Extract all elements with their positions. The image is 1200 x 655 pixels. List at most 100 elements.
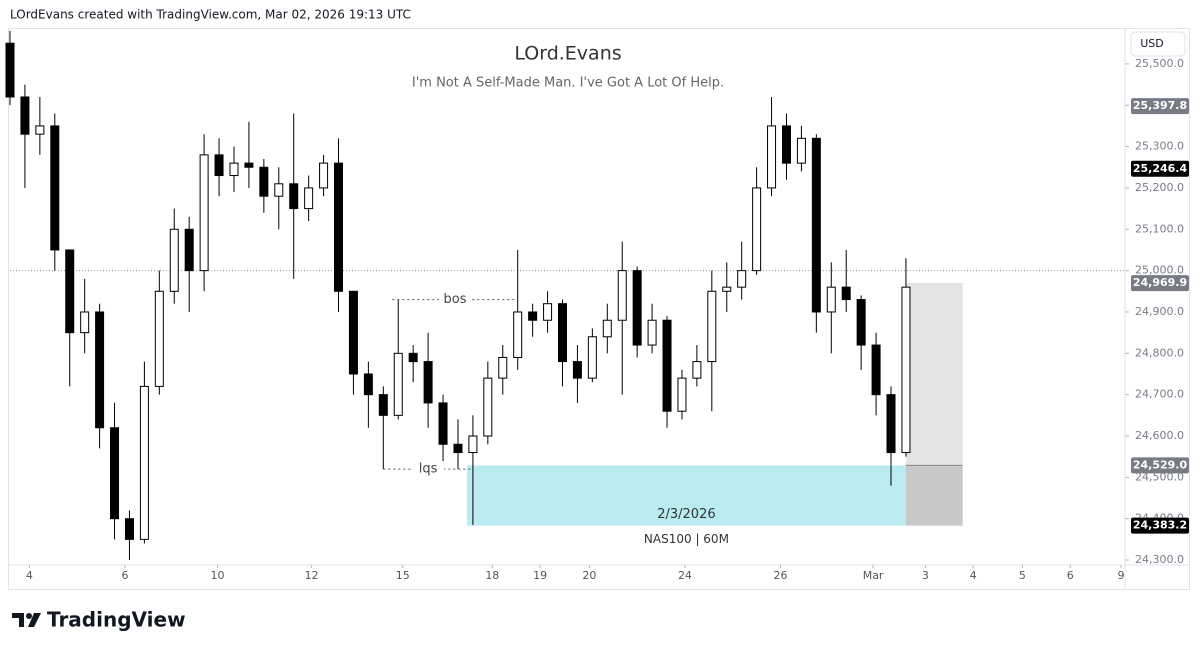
brand-logo: [12, 613, 41, 627]
candle-body: [722, 286, 732, 292]
price-label: 24,529.0: [1133, 458, 1188, 471]
candle-body: [438, 402, 448, 445]
candle-body: [423, 361, 433, 404]
candle-body: [393, 352, 403, 416]
zone: [466, 465, 906, 526]
candle-body: [468, 435, 478, 454]
candle-body: [20, 96, 30, 135]
candle-body: [781, 125, 791, 164]
candle-body: [334, 162, 344, 292]
chart-frame: [8, 28, 1190, 590]
chart-subtitle: I'm Not A Self-Made Man. I've Got A Lot …: [412, 76, 724, 91]
candle-body: [617, 270, 627, 321]
candle-body: [707, 290, 717, 363]
candle-body: [543, 303, 553, 321]
candle-body: [154, 290, 164, 387]
candle-body: [50, 125, 60, 251]
candle-body: [528, 311, 538, 321]
price-label-bg: [1131, 517, 1189, 534]
candle-body: [587, 336, 597, 379]
candle-body: [110, 427, 120, 520]
price-label: 25,397.8: [1133, 99, 1187, 112]
candle-body: [214, 154, 224, 177]
y-tick-label: 25,000.0: [1135, 264, 1184, 277]
price-label-bg: [1131, 275, 1189, 292]
y-tick-label: 24,600.0: [1135, 429, 1184, 442]
candle-body: [169, 228, 179, 292]
candle-body: [811, 137, 821, 313]
y-tick-label: 25,500.0: [1135, 57, 1184, 70]
x-tick-label: 20: [582, 569, 596, 582]
candle-body: [304, 187, 314, 210]
candle-body: [259, 166, 269, 197]
y-tick-label: 25,200.0: [1135, 181, 1184, 194]
annotation-label: bos: [443, 292, 466, 307]
x-tick-label: 6: [121, 569, 128, 582]
currency[interactable]: USD: [1140, 37, 1164, 50]
candle-body: [348, 290, 358, 375]
x-tick-label: 19: [533, 569, 547, 582]
y-tick-label: 24,800.0: [1135, 346, 1184, 359]
x-tick-label: 4: [26, 569, 33, 582]
candle-body: [124, 518, 134, 540]
candle-body: [363, 373, 373, 396]
candle-body: [65, 249, 75, 334]
instrument: NAS100 | 60M: [644, 532, 729, 546]
plot: 2/3/2026 NAS100 | 60M bos lqs: [5, 30, 1129, 568]
y-tick-label: 24,500.0: [1135, 470, 1184, 483]
candle-body: [483, 377, 493, 437]
candle-body: [737, 270, 747, 288]
x-tick-label: 4: [970, 569, 977, 582]
candle-body: [602, 319, 612, 338]
candle-body: [826, 286, 836, 313]
price-label-bg: [1131, 457, 1189, 474]
x-tick-label: Mar: [863, 569, 884, 582]
annotation-gap: [438, 291, 471, 308]
candle-body: [95, 311, 105, 429]
candle-body: [886, 394, 896, 454]
candle-body: [901, 286, 911, 454]
x-tick-label: 3: [922, 569, 929, 582]
candle-body: [274, 183, 284, 197]
candle-body: [856, 299, 866, 346]
candle-body: [453, 443, 463, 454]
candle-body: [199, 154, 209, 272]
candle-body: [557, 303, 567, 363]
candle-body: [632, 270, 642, 346]
y-tick-label: 25,300.0: [1135, 140, 1184, 153]
y-tick-label: 25,100.0: [1135, 222, 1184, 235]
currency-button[interactable]: [1130, 31, 1186, 57]
price-label-bg: [1131, 98, 1189, 115]
y-tick-label: 24,700.0: [1135, 388, 1184, 401]
x-tick-label: 18: [485, 569, 499, 582]
candle-body: [513, 311, 523, 358]
header: LOrdEvans created with TradingView.com, …: [10, 8, 411, 22]
annotation-label: lqs: [419, 462, 438, 477]
candle-body: [378, 394, 388, 416]
candle-body: [767, 125, 777, 189]
price-label-bg: [1131, 160, 1189, 177]
candle-body: [871, 344, 881, 396]
price-label: 25,246.4: [1133, 162, 1188, 175]
price-label: 24,969.9: [1133, 276, 1187, 289]
candle-body: [229, 162, 239, 177]
candle-body: [647, 319, 657, 346]
brand: TradingView: [47, 608, 186, 632]
x-tick-label: 26: [774, 569, 788, 582]
candle-body: [289, 183, 299, 210]
candle-body: [796, 137, 806, 164]
candle-body: [692, 361, 702, 379]
candle-body: [184, 228, 194, 272]
y-tick-label: 24,300.0: [1135, 553, 1184, 566]
zone: [905, 465, 963, 526]
zone: [905, 283, 963, 466]
candle-body: [752, 187, 762, 272]
x-tick-label: 12: [305, 569, 319, 582]
candle-body: [319, 162, 329, 189]
x-tick-label: 24: [678, 569, 692, 582]
chart-title: LOrd.Evans: [514, 43, 621, 65]
candle-body: [408, 352, 418, 363]
annotation-gap: [412, 461, 445, 478]
